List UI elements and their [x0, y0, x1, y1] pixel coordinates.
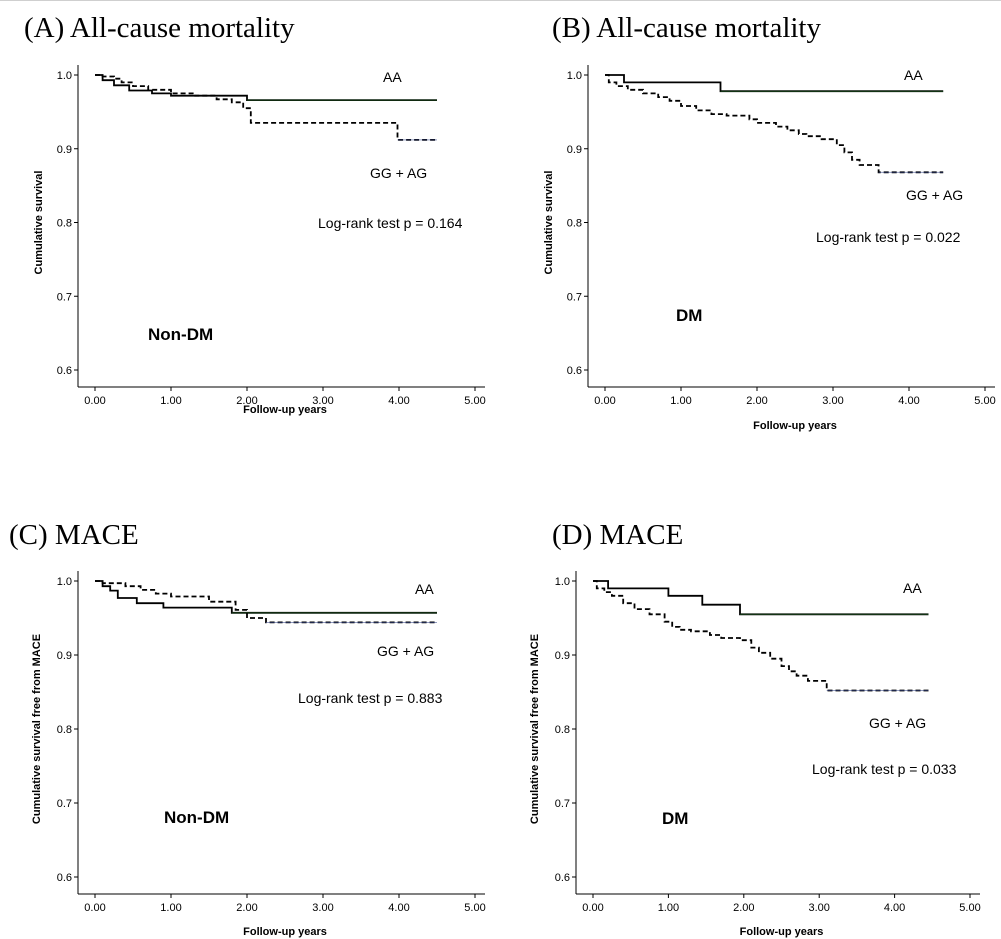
y-tick-label: 0.9 — [555, 650, 570, 662]
chart-title: (A) All-cause mortality — [24, 12, 295, 44]
x-tick-label: 5.00 — [974, 395, 995, 407]
x-tick-label: 0.00 — [582, 902, 603, 914]
x-axis-label: Follow-up years — [753, 420, 837, 432]
x-tick-label: 2.00 — [746, 395, 767, 407]
chart-title: (C) MACE — [9, 519, 139, 551]
y-tick-label: 0.7 — [555, 798, 570, 810]
y-tick-label: 1.0 — [567, 70, 582, 82]
logrank-pvalue: Log-rank test p = 0.033 — [812, 761, 957, 777]
logrank-pvalue: Log-rank test p = 0.883 — [298, 690, 443, 706]
group-label: Non-DM — [164, 808, 229, 827]
chart-panel-a: (A) All-cause mortality 0.6 0.7 0.8 0.9 1.0 0.… — [24, 12, 486, 416]
x-tick-label: 0.00 — [84, 902, 105, 914]
x-tick-label: 1.00 — [658, 902, 679, 914]
chart-title: (D) MACE — [552, 519, 683, 551]
y-axis-label: Cumulative survival — [543, 171, 555, 275]
y-tick-label: 0.8 — [57, 218, 72, 230]
y-tick-label: 0.7 — [57, 291, 72, 303]
y-tick-label: 0.8 — [555, 724, 570, 736]
y-tick-label: 1.0 — [57, 576, 72, 588]
x-tick-label: 0.00 — [84, 395, 105, 407]
y-tick-label: 1.0 — [57, 70, 72, 82]
series-label-gg-ag: GG + AG — [370, 165, 427, 181]
chart-panel-c: (C) MACE 0.6 0.7 0.8 0.9 1.0 0.00 1.00 2.00 3.00 4… — [9, 519, 486, 938]
y-tick-label: 0.6 — [555, 872, 570, 884]
x-tick-label: 2.00 — [236, 902, 257, 914]
series-label-gg-ag: GG + AG — [377, 643, 434, 659]
x-tick-label: 0.00 — [594, 395, 615, 407]
x-tick-label: 3.00 — [312, 902, 333, 914]
group-label: Non-DM — [148, 325, 213, 344]
series-line-gg-ag — [95, 580, 437, 624]
y-tick-label: 0.6 — [567, 365, 582, 377]
y-tick-label: 0.9 — [57, 144, 72, 156]
x-tick-label: 4.00 — [884, 902, 905, 914]
x-tick-label: 3.00 — [808, 902, 829, 914]
series-label-aa: AA — [903, 580, 922, 596]
x-tick-label: 4.00 — [388, 395, 409, 407]
series-line-gg-ag — [95, 74, 437, 141]
group-label: DM — [676, 306, 702, 325]
series-line-gg-ag — [593, 580, 929, 692]
x-tick-label: 2.00 — [733, 902, 754, 914]
x-tick-label: 3.00 — [822, 395, 843, 407]
series-label-aa: AA — [415, 581, 434, 597]
chart-title: (B) All-cause mortality — [552, 12, 821, 44]
series-line-gg-ag — [605, 74, 944, 174]
y-tick-label: 0.8 — [567, 218, 582, 230]
y-tick-label: 0.9 — [57, 650, 72, 662]
chart-panel-b: (B) All-cause mortality 0.6 0.7 0.8 0.9 1.0 0.… — [543, 12, 996, 432]
x-tick-label: 5.00 — [464, 902, 485, 914]
y-axis-label: Cumulative survival free from MACE — [31, 634, 43, 824]
series-label-aa: AA — [904, 67, 923, 83]
y-tick-label: 0.7 — [57, 798, 72, 810]
y-tick-label: 0.8 — [57, 724, 72, 736]
x-tick-label: 4.00 — [388, 902, 409, 914]
x-tick-label: 1.00 — [160, 902, 181, 914]
logrank-pvalue: Log-rank test p = 0.022 — [816, 229, 961, 245]
x-tick-label: 1.00 — [670, 395, 691, 407]
series-label-gg-ag: GG + AG — [906, 187, 963, 203]
x-tick-label: 2.00 — [236, 395, 257, 407]
x-tick-label: 3.00 — [312, 395, 333, 407]
series-line-aa — [95, 580, 437, 614]
y-axis-label: Cumulative survival free from MACE — [529, 634, 541, 824]
group-label: DM — [662, 809, 688, 828]
x-tick-label: 5.00 — [959, 902, 980, 914]
chart-panel-d: (D) MACE 0.6 0.7 0.8 0.9 1.0 0.00 1.00 2.00 3.00 4… — [529, 519, 981, 938]
x-tick-label: 4.00 — [898, 395, 919, 407]
x-axis-label: Follow-up years — [243, 926, 327, 938]
y-axis-label: Cumulative survival — [33, 171, 45, 275]
y-tick-label: 0.6 — [57, 365, 72, 377]
x-tick-label: 1.00 — [160, 395, 181, 407]
x-tick-label: 5.00 — [464, 395, 485, 407]
series-label-gg-ag: GG + AG — [869, 715, 926, 731]
x-axis-label: Follow-up years — [740, 926, 824, 938]
logrank-pvalue: Log-rank test p = 0.164 — [318, 215, 463, 231]
y-tick-label: 0.7 — [567, 291, 582, 303]
series-label-aa: AA — [383, 69, 402, 85]
y-tick-label: 1.0 — [555, 576, 570, 588]
y-tick-label: 0.6 — [57, 872, 72, 884]
x-axis-label: Follow-up years — [243, 404, 327, 416]
series-line-aa — [593, 580, 929, 616]
series-line-aa — [605, 74, 944, 93]
series-line-aa — [95, 74, 437, 101]
y-tick-label: 0.9 — [567, 144, 582, 156]
